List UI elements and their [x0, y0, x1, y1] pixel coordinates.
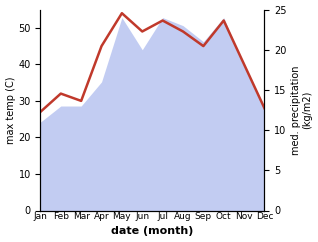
X-axis label: date (month): date (month) — [111, 227, 194, 236]
Y-axis label: max temp (C): max temp (C) — [5, 76, 16, 144]
Y-axis label: med. precipitation
(kg/m2): med. precipitation (kg/m2) — [291, 65, 313, 155]
